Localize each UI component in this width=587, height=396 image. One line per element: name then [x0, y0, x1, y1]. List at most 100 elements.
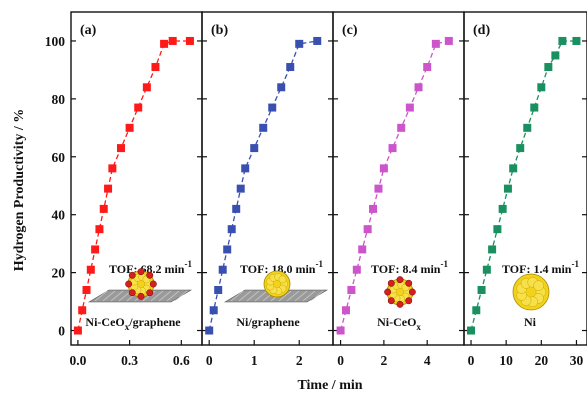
- data-point: [467, 326, 476, 335]
- x-tick-label: 0: [468, 353, 475, 368]
- data-point: [379, 164, 388, 173]
- ni-atom: [278, 275, 287, 284]
- material-label: Ni-CeOx/graphene: [85, 315, 181, 332]
- y-tick-label: 40: [52, 208, 66, 223]
- data-point: [259, 123, 268, 132]
- panel-label: (c): [342, 23, 358, 38]
- data-point: [405, 103, 414, 112]
- ceox-atom: [128, 289, 136, 297]
- x-tick-label: 0.6: [173, 353, 190, 368]
- graphene-lattice-line: [166, 290, 180, 302]
- data-point: [388, 144, 397, 153]
- data-point: [236, 184, 245, 193]
- x-tick-label: 20: [535, 353, 549, 368]
- graphene-lattice-line: [278, 290, 292, 302]
- series: [73, 36, 194, 335]
- data-point: [498, 204, 507, 213]
- material-text: Ni-CeO: [377, 315, 416, 329]
- ceox-atom: [384, 288, 392, 296]
- data-point: [572, 36, 581, 45]
- data-point: [151, 63, 160, 72]
- data-point: [347, 285, 356, 294]
- material-subscript: x: [416, 322, 421, 332]
- data-point: [493, 225, 502, 234]
- data-point: [551, 51, 560, 60]
- ceox-atom: [146, 271, 154, 279]
- ceox-atom: [405, 297, 413, 305]
- series: [205, 36, 322, 335]
- data-point: [336, 326, 345, 335]
- data-point: [134, 103, 143, 112]
- y-tick-label: 0: [58, 324, 65, 339]
- graphene-lattice-line: [150, 290, 164, 302]
- series: [336, 36, 453, 335]
- ni-ceox-icon: [384, 276, 416, 308]
- graphene-lattice-line: [102, 290, 116, 302]
- data-point: [516, 144, 525, 153]
- graphene-lattice-line: [158, 290, 172, 302]
- data-point: [444, 36, 453, 45]
- ceox-atom: [128, 271, 136, 279]
- data-point: [205, 326, 214, 335]
- graphene-lattice-line: [94, 290, 108, 302]
- ceox-atom: [405, 279, 413, 287]
- data-point: [397, 123, 406, 132]
- x-tick-label: 1: [251, 353, 258, 368]
- ni-cluster-icon: [512, 273, 550, 311]
- data-point: [482, 265, 491, 274]
- tof-exponent: -1: [184, 259, 192, 269]
- material-label: Ni/graphene: [236, 315, 300, 329]
- x-axis-label: Time / min: [297, 378, 362, 393]
- data-point: [414, 83, 423, 92]
- panel-label: (d): [473, 23, 490, 38]
- ceox-atom: [387, 297, 395, 305]
- data-point: [214, 285, 223, 294]
- tof-exponent: -1: [440, 259, 448, 269]
- material-text: Ni/graphene: [236, 315, 300, 329]
- x-tick-label: 0.0: [69, 353, 86, 368]
- x-tick-label: 30: [570, 353, 584, 368]
- graphene-lattice-line: [230, 290, 244, 302]
- material-text: /graphene: [128, 315, 181, 329]
- data-point: [99, 204, 108, 213]
- y-axis-label: Hydrogen Productivity / %: [12, 109, 27, 271]
- data-point: [82, 285, 91, 294]
- data-point: [218, 265, 227, 274]
- data-point: [125, 123, 134, 132]
- series-line: [208, 40, 318, 331]
- data-point: [241, 164, 250, 173]
- data-point: [537, 83, 546, 92]
- panel: 0 20 40 60 80 100 0.0 0.3 0.6 (a) TOF: 68.2 min-1 N…: [45, 11, 203, 368]
- data-point: [185, 36, 194, 45]
- data-point: [286, 63, 295, 72]
- data-point: [104, 184, 113, 193]
- data-point: [509, 164, 518, 173]
- series: [467, 36, 581, 335]
- data-point: [86, 265, 95, 274]
- tof-exponent: -1: [571, 259, 579, 269]
- data-point: [544, 63, 553, 72]
- graphene-lattice-line: [286, 290, 300, 302]
- material-text: Ni: [524, 315, 537, 329]
- data-point: [232, 204, 241, 213]
- panel-label: (b): [211, 23, 228, 38]
- panel: 0 2 4 (c) TOF: 8.4 min-1 Ni-CeOx: [332, 11, 465, 368]
- tof-label: TOF: 68.2 min-1: [109, 259, 192, 276]
- data-point: [73, 326, 82, 335]
- data-point: [95, 225, 104, 234]
- y-tick-label: 20: [52, 266, 66, 281]
- data-point: [369, 204, 378, 213]
- data-point: [523, 123, 532, 132]
- data-point: [363, 225, 372, 234]
- data-point: [358, 245, 367, 254]
- data-point: [116, 144, 125, 153]
- material-label: Ni-CeOx: [377, 315, 421, 332]
- tof-label: TOF: 8.4 min-1: [371, 259, 448, 276]
- tof-label: TOF: 18.0 min-1: [240, 259, 323, 276]
- data-point: [477, 285, 486, 294]
- panel: 0 10 20 30 (d) TOF: 1.4 min-1 Ni: [463, 11, 587, 368]
- data-point: [160, 39, 169, 48]
- x-tick-label: 2: [381, 353, 388, 368]
- data-point: [209, 306, 218, 315]
